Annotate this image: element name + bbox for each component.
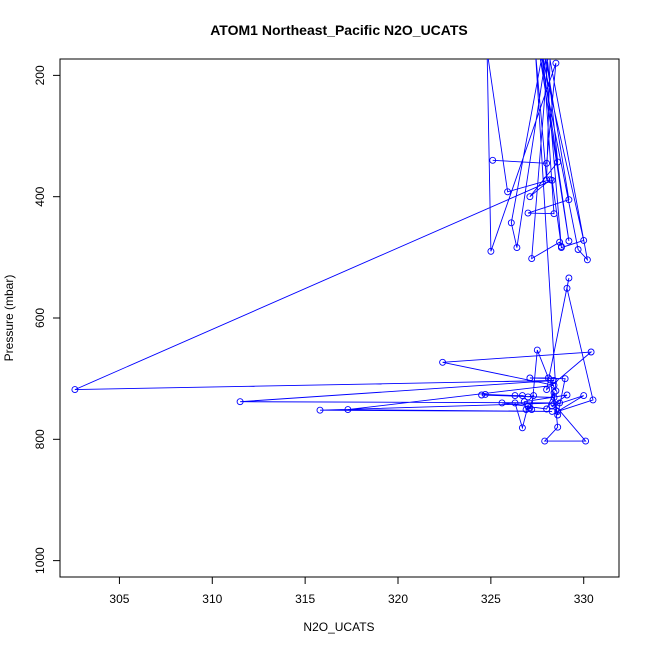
- data-point: [550, 400, 558, 408]
- data-point: [526, 404, 534, 412]
- x-tick-label: 330: [574, 592, 594, 606]
- data-point: [532, 48, 538, 54]
- data-point: [580, 236, 588, 244]
- y-axis: 200 400 600 800 1000: [33, 65, 60, 574]
- y-tick-label: 800: [33, 429, 47, 449]
- data-point: [538, 48, 544, 54]
- data-point: [550, 394, 558, 401]
- data-point: [526, 193, 534, 201]
- data-point: [574, 246, 582, 253]
- data-point: [554, 158, 562, 166]
- y-tick-label: 200: [33, 65, 47, 85]
- data-point: [478, 391, 486, 399]
- data-point: [541, 437, 549, 445]
- data-point: [518, 392, 526, 400]
- data-point: [550, 389, 558, 397]
- x-tick-label: 320: [388, 592, 408, 606]
- data-point: [580, 392, 588, 400]
- data-point: [513, 244, 521, 252]
- data-point: [543, 405, 551, 413]
- data-point: [71, 386, 79, 394]
- data-point: [552, 387, 560, 395]
- data-point: [236, 398, 244, 406]
- series-line: [74, 59, 594, 442]
- data-point: [528, 406, 536, 414]
- data-point: [511, 399, 519, 407]
- data-point: [546, 376, 554, 384]
- chart-title: ATOM1 Northeast_Pacific N2O_UCATS: [210, 22, 468, 38]
- data-point: [484, 48, 490, 54]
- x-axis-label: N2O_UCATS: [303, 620, 374, 634]
- data-point: [563, 284, 571, 292]
- x-tick-label: 305: [109, 592, 129, 606]
- data-point: [518, 424, 526, 432]
- data-point: [533, 346, 541, 354]
- data-point: [583, 256, 591, 264]
- y-axis-label: Pressure (mbar): [2, 275, 16, 362]
- data-point: [545, 48, 551, 54]
- data-point: [587, 348, 595, 356]
- data-point: [540, 48, 546, 54]
- data-point: [582, 437, 590, 445]
- data-point: [565, 274, 573, 282]
- data-point: [511, 392, 519, 400]
- y-tick-label: 600: [33, 308, 47, 328]
- data-point: [439, 358, 447, 366]
- data-point: [544, 374, 552, 382]
- x-tick-label: 315: [295, 592, 315, 606]
- series-layer: [71, 48, 597, 445]
- data-point: [548, 402, 556, 410]
- data-point: [554, 407, 562, 415]
- data-point: [552, 59, 560, 67]
- y-tick-label: 400: [33, 186, 47, 206]
- data-point: [487, 247, 495, 255]
- data-point: [544, 48, 550, 54]
- data-point: [543, 176, 551, 184]
- x-tick-label: 325: [481, 592, 501, 606]
- data-point: [565, 196, 573, 204]
- data-point: [520, 398, 528, 406]
- data-point: [542, 48, 548, 54]
- y-tick-label: 1000: [33, 547, 47, 574]
- data-point: [557, 242, 565, 250]
- x-tick-label: 310: [202, 592, 222, 606]
- data-point: [554, 411, 562, 419]
- data-point: [547, 48, 553, 54]
- data-point: [524, 402, 532, 410]
- plot-frame: [59, 58, 620, 578]
- data-point: [554, 423, 562, 431]
- data-point: [563, 391, 571, 399]
- data-point: [543, 159, 551, 167]
- data-point: [528, 255, 536, 263]
- data-point: [550, 210, 558, 218]
- data-point: [489, 156, 497, 164]
- data-point: [344, 406, 352, 414]
- data-point: [550, 377, 558, 384]
- data-point: [565, 237, 573, 245]
- data-point: [507, 219, 515, 227]
- data-point: [526, 374, 534, 382]
- data-point: [504, 188, 512, 196]
- x-axis: 305 310 315 320 325 330: [109, 577, 594, 606]
- data-point: [524, 209, 532, 217]
- data-point: [536, 48, 542, 54]
- data-point: [316, 406, 324, 414]
- data-point: [548, 176, 556, 184]
- data-point: [543, 386, 551, 394]
- data-point: [561, 375, 569, 383]
- data-point: [589, 396, 597, 404]
- data-point: [481, 390, 489, 398]
- data-point: [498, 399, 506, 407]
- data-point: [556, 238, 564, 246]
